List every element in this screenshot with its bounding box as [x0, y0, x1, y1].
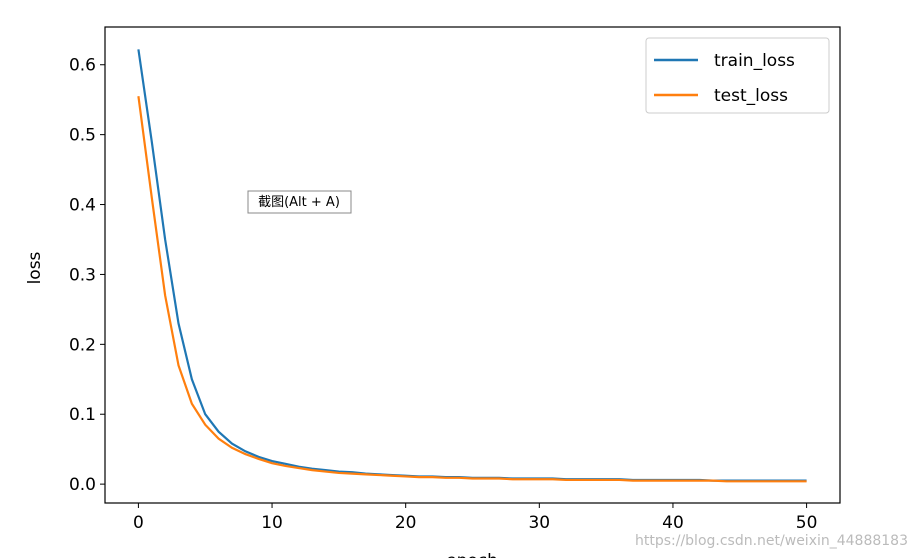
y-tick-label: 0.6	[69, 56, 96, 76]
x-tick-label: 30	[528, 513, 550, 533]
x-axis-label: epoch	[446, 551, 498, 558]
y-tick-label: 0.0	[69, 475, 96, 495]
y-tick-label: 0.5	[69, 126, 96, 146]
legend-label: test_loss	[714, 86, 788, 106]
x-tick-label: 0	[133, 513, 144, 533]
tooltip-box	[247, 190, 352, 214]
y-tick-label: 0.4	[69, 196, 96, 216]
line	[137, 96, 807, 483]
legend-label: train_loss	[714, 51, 795, 71]
x-tick-label: 50	[796, 513, 818, 533]
y-axis-label: loss	[25, 251, 45, 284]
tooltip: 截图(Alt + A)	[258, 195, 340, 210]
watermark: https://blog.csdn.net/weixin_44888183	[635, 533, 908, 549]
axes-frame	[104, 26, 841, 504]
y-tick-label: 0.3	[69, 265, 96, 285]
y-tick-label: 0.2	[69, 335, 96, 355]
x-tick-label: 20	[395, 513, 417, 533]
y-tick-label: 0.1	[69, 405, 96, 425]
x-tick-label: 40	[662, 513, 684, 533]
x-tick-label: 10	[261, 513, 283, 533]
